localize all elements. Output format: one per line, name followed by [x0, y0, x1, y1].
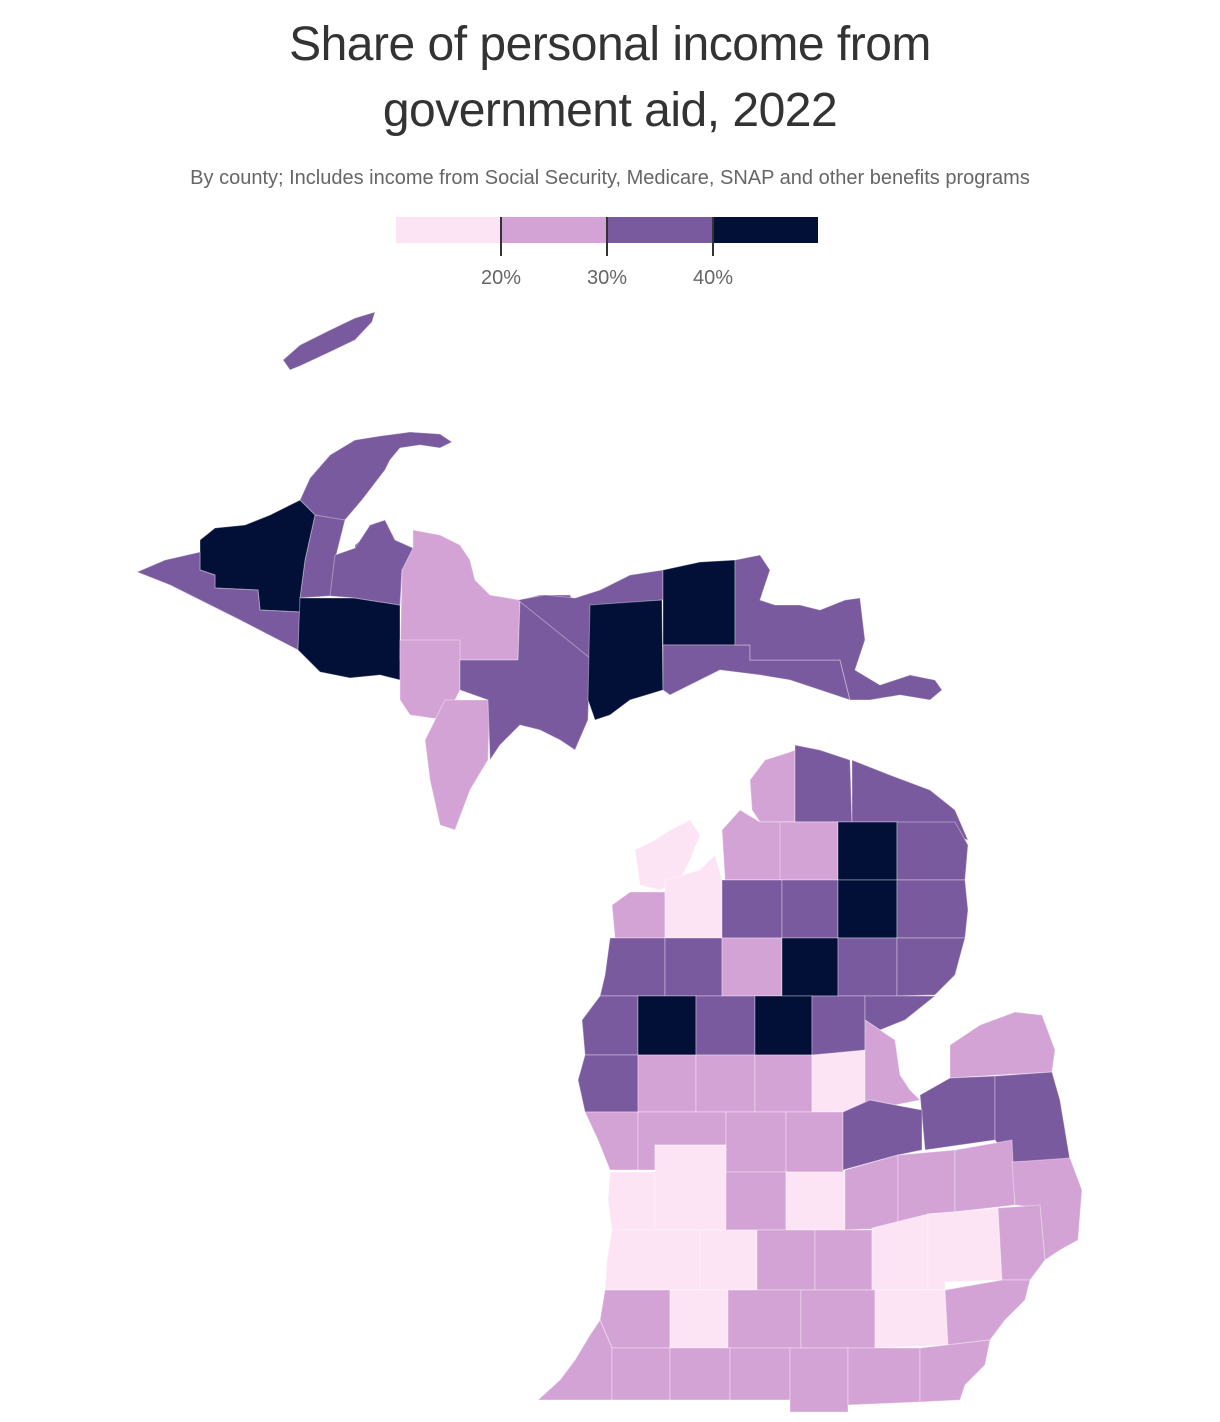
county-ottawa[interactable] — [607, 1171, 656, 1231]
county-huron[interactable] — [949, 1011, 1056, 1079]
county-iosco[interactable] — [896, 937, 966, 997]
legend-tick-30 — [606, 217, 608, 256]
legend-label-40: 40% — [692, 267, 734, 289]
county-oceana[interactable] — [577, 1054, 639, 1113]
county-alpena[interactable] — [896, 821, 969, 881]
county-muskegon[interactable] — [584, 1111, 639, 1171]
county-kalamazoo[interactable] — [669, 1289, 729, 1349]
county-kalkaska[interactable] — [721, 879, 783, 939]
county-mecosta[interactable] — [695, 1054, 756, 1113]
legend-label-30: 30% — [586, 267, 628, 289]
county-benzie[interactable] — [611, 891, 666, 939]
county-wayne[interactable] — [944, 1279, 1031, 1346]
county-arenac[interactable] — [864, 995, 937, 1031]
county-branch[interactable] — [729, 1347, 791, 1401]
county-schoolcraft[interactable] — [587, 599, 664, 721]
county-ogemaw[interactable] — [837, 937, 898, 997]
county-oakland[interactable] — [927, 1207, 1003, 1291]
county-cass[interactable] — [611, 1347, 671, 1401]
legend-label-20: 20% — [480, 267, 522, 289]
county-lapeer[interactable] — [954, 1139, 1016, 1213]
county-oscoda[interactable] — [837, 879, 898, 939]
county-midland[interactable] — [811, 1049, 866, 1113]
county-washtenaw[interactable] — [874, 1289, 949, 1349]
county-eaton[interactable] — [756, 1229, 816, 1291]
county-osceola[interactable] — [695, 995, 756, 1056]
county-genesee-north[interactable] — [842, 1099, 923, 1171]
county-bay[interactable] — [864, 1019, 922, 1113]
legend-bin-mid-high — [607, 217, 713, 243]
legend-bin-low — [396, 217, 501, 243]
county-menominee[interactable] — [424, 699, 491, 831]
county-isabella[interactable] — [754, 1054, 813, 1113]
county-delta[interactable] — [459, 594, 591, 762]
chart-subtitle: By county; Includes income from Social S… — [190, 167, 1030, 189]
county-luce[interactable] — [662, 559, 736, 646]
county-iron[interactable] — [297, 597, 401, 681]
county-clare[interactable] — [754, 995, 813, 1056]
county-lenawee[interactable] — [847, 1347, 921, 1406]
county-macomb[interactable] — [997, 1204, 1046, 1281]
county-gratiot[interactable] — [725, 1111, 787, 1173]
county-barry[interactable] — [699, 1229, 758, 1291]
county-st-clair[interactable] — [1011, 1157, 1083, 1261]
county-saginaw[interactable] — [785, 1111, 844, 1173]
county-jackson[interactable] — [800, 1289, 876, 1349]
county-leelanau[interactable] — [634, 819, 701, 891]
chart-title-line1: Share of personal income from — [289, 18, 931, 71]
county-berrien[interactable] — [536, 1318, 613, 1401]
county-gladwin[interactable] — [811, 995, 866, 1056]
legend-tick-20 — [500, 217, 502, 256]
chart-title-line2: government aid, 2022 — [382, 84, 838, 137]
county-lake[interactable] — [637, 995, 697, 1056]
county-ionia[interactable] — [725, 1171, 787, 1231]
county-kent[interactable] — [654, 1144, 727, 1231]
county-cheboygan[interactable] — [794, 744, 853, 823]
county-emmet[interactable] — [749, 749, 796, 823]
county-mason[interactable] — [581, 995, 639, 1056]
county-baraga[interactable] — [329, 519, 414, 606]
county-crawford[interactable] — [781, 879, 839, 939]
county-monroe[interactable] — [919, 1339, 991, 1403]
county-keweenaw-isle-royale[interactable] — [282, 311, 376, 371]
county-wexford[interactable] — [664, 937, 723, 997]
county-clinton[interactable] — [785, 1171, 846, 1231]
county-otsego[interactable] — [779, 821, 839, 881]
color-legend: 20% 30% 40% — [396, 217, 818, 289]
county-ingham[interactable] — [814, 1229, 873, 1291]
chart-title: Share of personal income from government… — [0, 12, 1220, 144]
county-roscommon[interactable] — [781, 937, 839, 997]
legend-bin-high — [713, 217, 818, 243]
county-keweenaw[interactable] — [299, 431, 453, 521]
county-livingston[interactable] — [871, 1213, 929, 1291]
county-missaukee[interactable] — [721, 937, 783, 997]
county-chippewa[interactable] — [734, 554, 943, 701]
county-alcona[interactable] — [896, 879, 969, 939]
county-van-buren[interactable] — [599, 1289, 671, 1349]
county-st-joseph[interactable] — [669, 1347, 731, 1401]
county-hillsdale[interactable] — [789, 1347, 849, 1413]
county-gogebic[interactable] — [135, 551, 301, 651]
county-allegan[interactable] — [604, 1229, 701, 1291]
county-newaygo[interactable] — [637, 1054, 697, 1113]
county-montmorency[interactable] — [837, 821, 898, 881]
county-calhoun[interactable] — [727, 1289, 802, 1349]
legend-tick-40 — [712, 217, 714, 256]
county-manistee[interactable] — [599, 937, 666, 997]
legend-bin-mid-low — [501, 217, 607, 243]
county-tuscola[interactable] — [919, 1075, 996, 1151]
